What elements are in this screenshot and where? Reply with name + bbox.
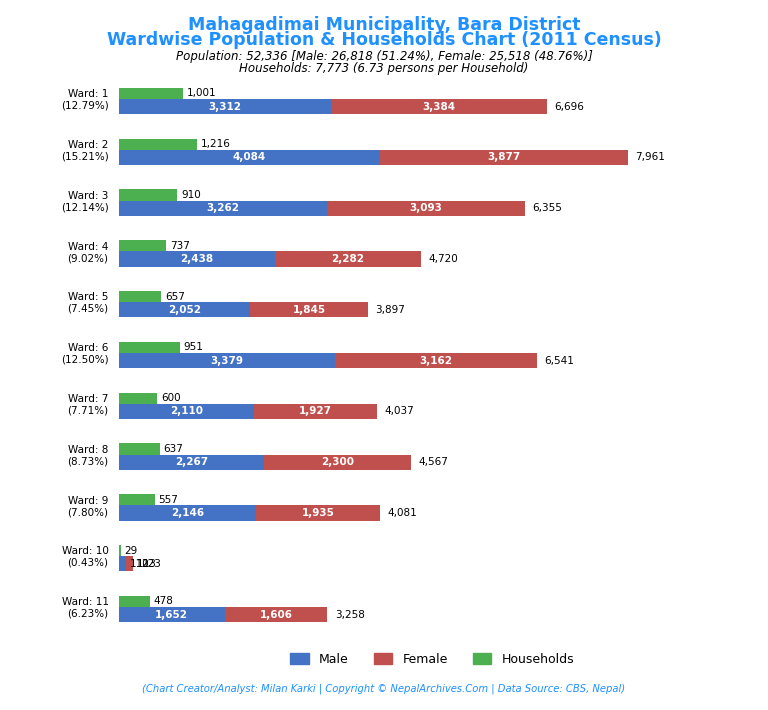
Text: 6,696: 6,696 <box>554 102 584 111</box>
Bar <box>119 150 380 165</box>
Bar <box>119 302 250 317</box>
Text: 3,258: 3,258 <box>335 610 365 620</box>
Text: 3,877: 3,877 <box>487 153 520 163</box>
Text: 557: 557 <box>158 495 178 505</box>
Bar <box>119 353 335 368</box>
Text: 3,897: 3,897 <box>376 305 406 315</box>
Text: 910: 910 <box>181 190 200 200</box>
Text: 3,384: 3,384 <box>422 102 455 111</box>
Text: 1,845: 1,845 <box>293 305 326 315</box>
Text: 4,084: 4,084 <box>233 153 266 163</box>
Text: 6,355: 6,355 <box>532 203 562 213</box>
Text: 3,162: 3,162 <box>419 356 452 366</box>
Text: 4,081: 4,081 <box>387 508 417 518</box>
Text: 2,052: 2,052 <box>168 305 201 315</box>
Bar <box>119 251 275 266</box>
Text: 2,146: 2,146 <box>171 508 204 518</box>
Text: 1,216: 1,216 <box>200 139 230 149</box>
Text: Population: 52,336 [Male: 26,818 (51.24%), Female: 25,518 (48.76%)]: Population: 52,336 [Male: 26,818 (51.24%… <box>176 50 592 62</box>
Text: 3,262: 3,262 <box>207 203 240 213</box>
Bar <box>380 150 627 165</box>
Text: 1,001: 1,001 <box>187 88 217 99</box>
Bar <box>119 393 157 404</box>
Text: Mahagadimai Municipality, Bara District: Mahagadimai Municipality, Bara District <box>187 16 581 33</box>
Text: 4,720: 4,720 <box>429 254 458 264</box>
Text: 2,438: 2,438 <box>180 254 214 264</box>
Bar <box>119 88 183 99</box>
Bar <box>119 138 197 150</box>
Bar <box>119 444 160 454</box>
Text: 657: 657 <box>165 292 185 302</box>
Bar <box>119 190 177 200</box>
Text: 3,312: 3,312 <box>208 102 241 111</box>
Bar <box>119 506 256 520</box>
Bar <box>256 506 379 520</box>
Bar <box>119 200 327 216</box>
Bar <box>119 404 253 419</box>
Text: Households: 7,773 (6.73 persons per Household): Households: 7,773 (6.73 persons per Hous… <box>240 62 528 75</box>
Text: 600: 600 <box>161 393 180 403</box>
Text: 6,541: 6,541 <box>545 356 574 366</box>
Text: 113: 113 <box>137 559 157 569</box>
Bar <box>327 200 525 216</box>
Text: (Chart Creator/Analyst: Milan Karki | Copyright © NepalArchives.Com | Data Sourc: (Chart Creator/Analyst: Milan Karki | Co… <box>142 684 626 694</box>
Text: 3,379: 3,379 <box>210 356 243 366</box>
Text: 4,037: 4,037 <box>385 406 414 416</box>
Bar <box>119 99 330 114</box>
Bar <box>119 291 161 302</box>
Text: 737: 737 <box>170 241 190 251</box>
Text: 223: 223 <box>141 559 161 569</box>
Legend: Male, Female, Households: Male, Female, Households <box>285 648 579 670</box>
Text: 110: 110 <box>130 559 150 569</box>
Bar <box>224 607 327 622</box>
Text: Wardwise Population & Households Chart (2011 Census): Wardwise Population & Households Chart (… <box>107 31 661 48</box>
Bar <box>253 404 377 419</box>
Bar <box>119 607 224 622</box>
Text: 2,282: 2,282 <box>331 254 364 264</box>
Bar <box>119 494 154 506</box>
Text: 2,300: 2,300 <box>321 457 354 467</box>
Bar <box>250 302 368 317</box>
Text: 2,110: 2,110 <box>170 406 203 416</box>
Bar <box>330 99 547 114</box>
Bar <box>275 251 421 266</box>
Bar <box>264 454 411 470</box>
Text: 3,093: 3,093 <box>409 203 442 213</box>
Bar <box>119 454 264 470</box>
Text: 951: 951 <box>184 342 204 352</box>
Bar <box>119 342 180 353</box>
Bar <box>119 596 150 607</box>
Bar <box>119 556 126 572</box>
Text: 637: 637 <box>164 444 184 454</box>
Bar <box>335 353 537 368</box>
Text: 29: 29 <box>124 545 138 556</box>
Bar <box>119 545 121 556</box>
Bar <box>126 556 134 572</box>
Text: 1,652: 1,652 <box>155 610 188 620</box>
Text: 1,606: 1,606 <box>260 610 293 620</box>
Bar <box>119 240 166 251</box>
Text: 4,567: 4,567 <box>419 457 449 467</box>
Text: 478: 478 <box>154 596 174 606</box>
Text: 1,935: 1,935 <box>302 508 334 518</box>
Text: 1,927: 1,927 <box>299 406 332 416</box>
Text: 7,961: 7,961 <box>635 153 665 163</box>
Text: 2,267: 2,267 <box>175 457 208 467</box>
